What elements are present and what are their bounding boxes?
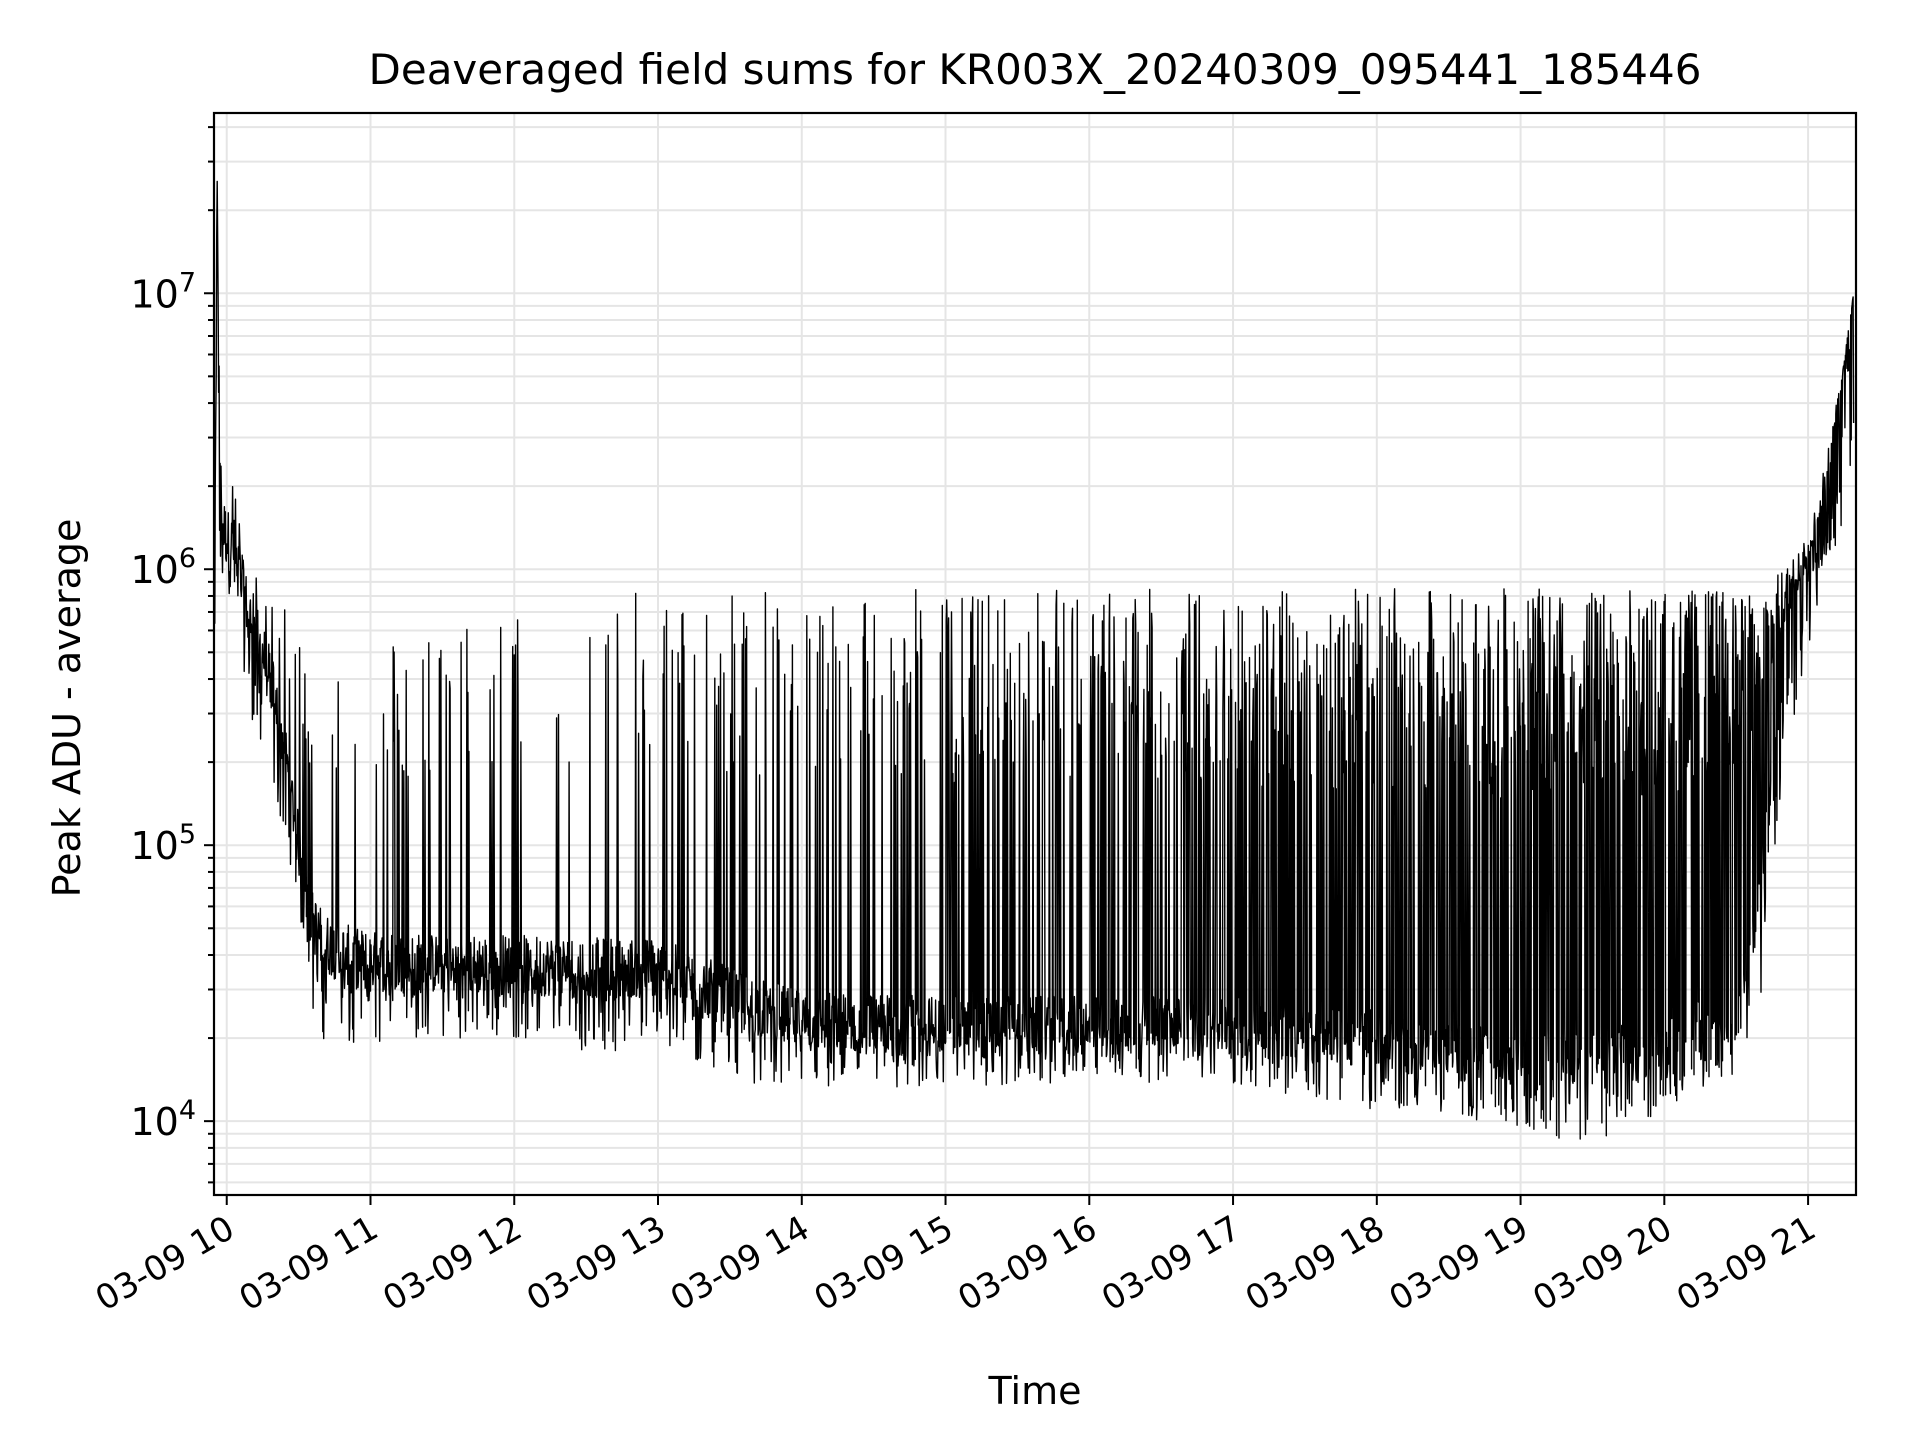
data-line <box>214 180 1855 1140</box>
x-tick-label: 03-09 18 <box>1239 1208 1391 1319</box>
x-tick-label: 03-09 16 <box>951 1208 1103 1319</box>
x-tick-label: 03-09 15 <box>808 1208 960 1319</box>
plot-frame <box>212 111 1858 1197</box>
y-tick-label: 105 <box>130 819 196 868</box>
y-tick-label: 107 <box>130 267 196 316</box>
x-tick-label: 03-09 19 <box>1383 1208 1535 1319</box>
x-tick-label: 03-09 12 <box>376 1208 528 1319</box>
x-axis-label: Time <box>988 1369 1082 1413</box>
y-tick-label: 106 <box>130 543 196 592</box>
x-tick-label: 03-09 20 <box>1526 1208 1678 1319</box>
x-tick-label: 03-09 13 <box>520 1208 672 1319</box>
data-series <box>214 180 1855 1140</box>
x-tick-label: 03-09 17 <box>1095 1208 1247 1319</box>
x-tick-label: 03-09 21 <box>1670 1208 1822 1319</box>
x-tick-label: 03-09 11 <box>233 1208 385 1319</box>
x-tick-label: 03-09 14 <box>664 1208 816 1319</box>
y-axis-label: Peak ADU - average <box>45 519 89 898</box>
y-tick-label: 104 <box>130 1095 196 1144</box>
chart-title: Deaveraged field sums for KR003X_2024030… <box>369 45 1702 94</box>
x-tick-label: 03-09 10 <box>89 1208 241 1319</box>
